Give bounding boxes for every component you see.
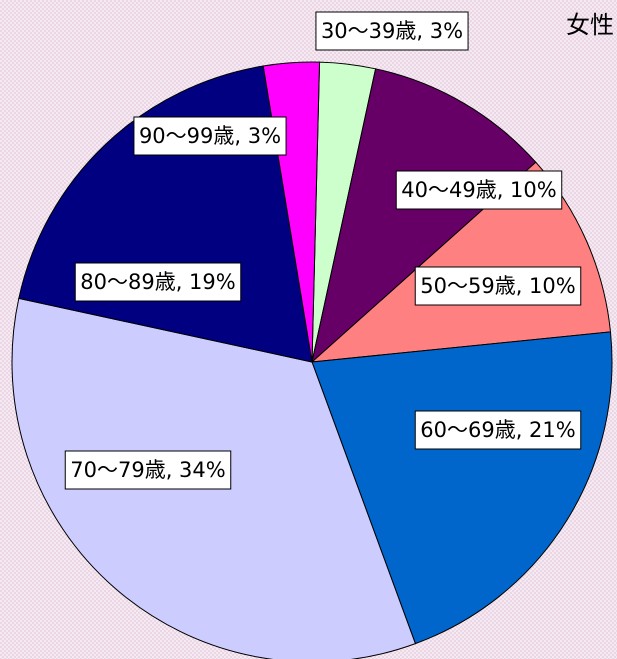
data-label-box xyxy=(74,262,242,302)
data-label-box xyxy=(414,410,582,450)
data-label-group: 50～59歳, 10% xyxy=(414,266,582,306)
pie-slice xyxy=(311,68,537,364)
data-label-box xyxy=(64,450,232,490)
data-label: 60～69歳, 21% xyxy=(420,418,575,442)
chart-title: 女性 xyxy=(566,11,614,39)
data-label: 40～49歳, 10% xyxy=(401,178,556,202)
data-label-group: 30～39歳, 3% xyxy=(315,11,469,51)
data-label-box xyxy=(133,116,287,156)
data-label-group: 80～89歳, 19% xyxy=(74,262,242,302)
data-label: 30～39歳, 3% xyxy=(321,19,463,43)
data-label-group: 70～79歳, 34% xyxy=(64,450,232,490)
data-label: 70～79歳, 34% xyxy=(70,458,225,482)
data-label-group: 60～69歳, 21% xyxy=(414,410,582,450)
data-label-group: 40～49歳, 10% xyxy=(395,170,563,210)
slices xyxy=(11,61,613,659)
data-label: 90～99歳, 3% xyxy=(139,124,281,148)
data-label-box xyxy=(315,11,469,51)
data-label-box xyxy=(414,266,582,306)
data-label: 50～59歳, 10% xyxy=(420,274,575,298)
data-label-box xyxy=(395,170,563,210)
data-label-group: 90～99歳, 3% xyxy=(133,116,287,156)
data-label: 80～89歳, 19% xyxy=(80,270,235,294)
